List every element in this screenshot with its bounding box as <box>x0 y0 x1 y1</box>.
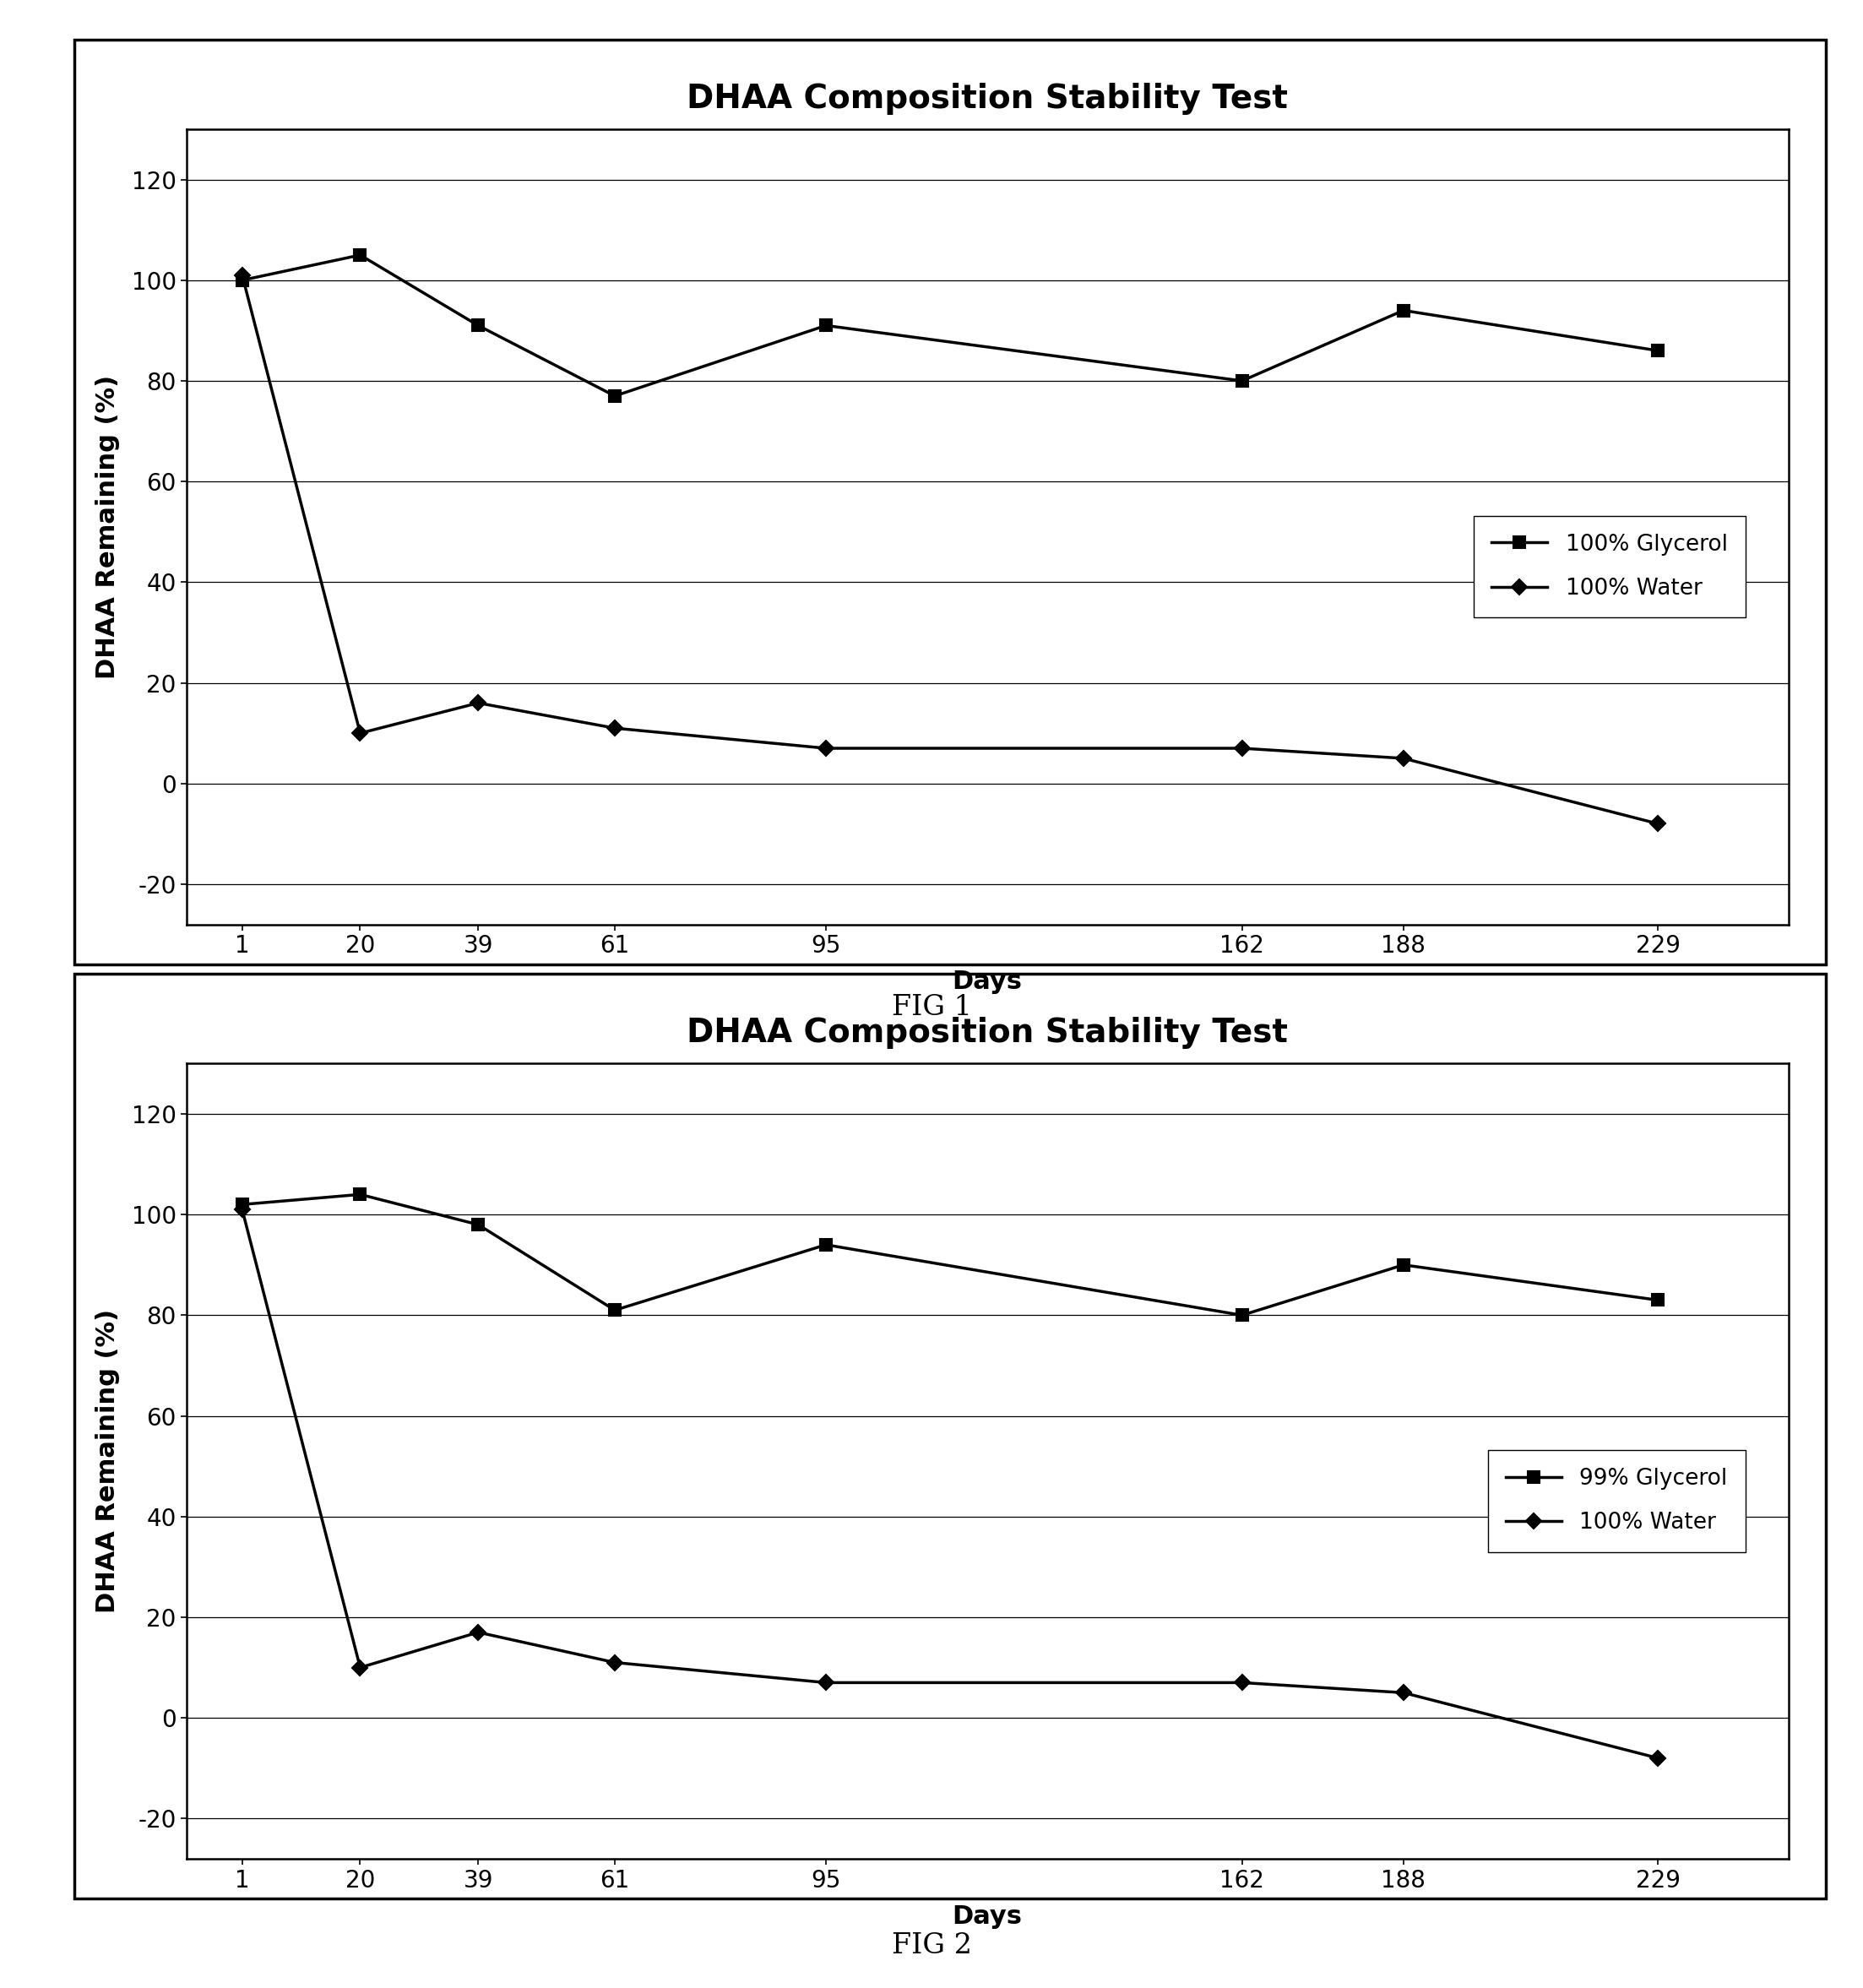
100% Water <box>1647 1745 1669 1769</box>
Text: FIG 2: FIG 2 <box>891 1932 972 1960</box>
99% Glycerol <box>348 1183 371 1207</box>
X-axis label: Days: Days <box>952 1905 1023 1928</box>
99% Glycerol <box>604 1298 626 1322</box>
Legend: 99% Glycerol, 100% Water: 99% Glycerol, 100% Water <box>1489 1449 1746 1553</box>
Y-axis label: DHAA Remaining (%): DHAA Remaining (%) <box>95 1310 119 1612</box>
99% Glycerol <box>1647 1288 1669 1312</box>
100% Glycerol <box>1392 298 1414 322</box>
Legend: 100% Glycerol, 100% Water: 100% Glycerol, 100% Water <box>1474 515 1746 618</box>
100% Water <box>1231 736 1254 759</box>
Line: 99% Glycerol: 99% Glycerol <box>237 1189 1664 1322</box>
100% Water <box>1392 1680 1414 1704</box>
100% Water <box>1647 811 1669 835</box>
100% Water <box>231 262 253 286</box>
Y-axis label: DHAA Remaining (%): DHAA Remaining (%) <box>95 376 119 678</box>
99% Glycerol <box>468 1213 490 1237</box>
100% Water <box>348 722 371 746</box>
100% Water <box>348 1656 371 1680</box>
100% Water <box>231 1197 253 1221</box>
100% Water <box>814 1670 836 1694</box>
99% Glycerol <box>1231 1304 1254 1328</box>
X-axis label: Days: Days <box>952 970 1023 994</box>
100% Glycerol <box>814 314 836 338</box>
99% Glycerol <box>814 1233 836 1256</box>
100% Water <box>1231 1670 1254 1694</box>
100% Water <box>468 692 490 716</box>
99% Glycerol <box>231 1193 253 1217</box>
Line: 100% Glycerol: 100% Glycerol <box>237 248 1664 402</box>
100% Glycerol <box>1231 370 1254 394</box>
100% Glycerol <box>1647 338 1669 362</box>
Title: DHAA Composition Stability Test: DHAA Composition Stability Test <box>687 1018 1287 1050</box>
100% Water <box>468 1620 490 1644</box>
100% Water <box>604 716 626 740</box>
99% Glycerol <box>1392 1252 1414 1276</box>
100% Water <box>604 1650 626 1674</box>
Title: DHAA Composition Stability Test: DHAA Composition Stability Test <box>687 83 1287 115</box>
100% Water <box>1392 746 1414 769</box>
100% Glycerol <box>231 268 253 292</box>
100% Glycerol <box>348 243 371 266</box>
Text: FIG 1: FIG 1 <box>891 994 972 1022</box>
100% Water <box>814 736 836 759</box>
100% Glycerol <box>604 384 626 408</box>
Line: 100% Water: 100% Water <box>237 1205 1664 1763</box>
100% Glycerol <box>468 314 490 338</box>
Line: 100% Water: 100% Water <box>237 270 1664 829</box>
